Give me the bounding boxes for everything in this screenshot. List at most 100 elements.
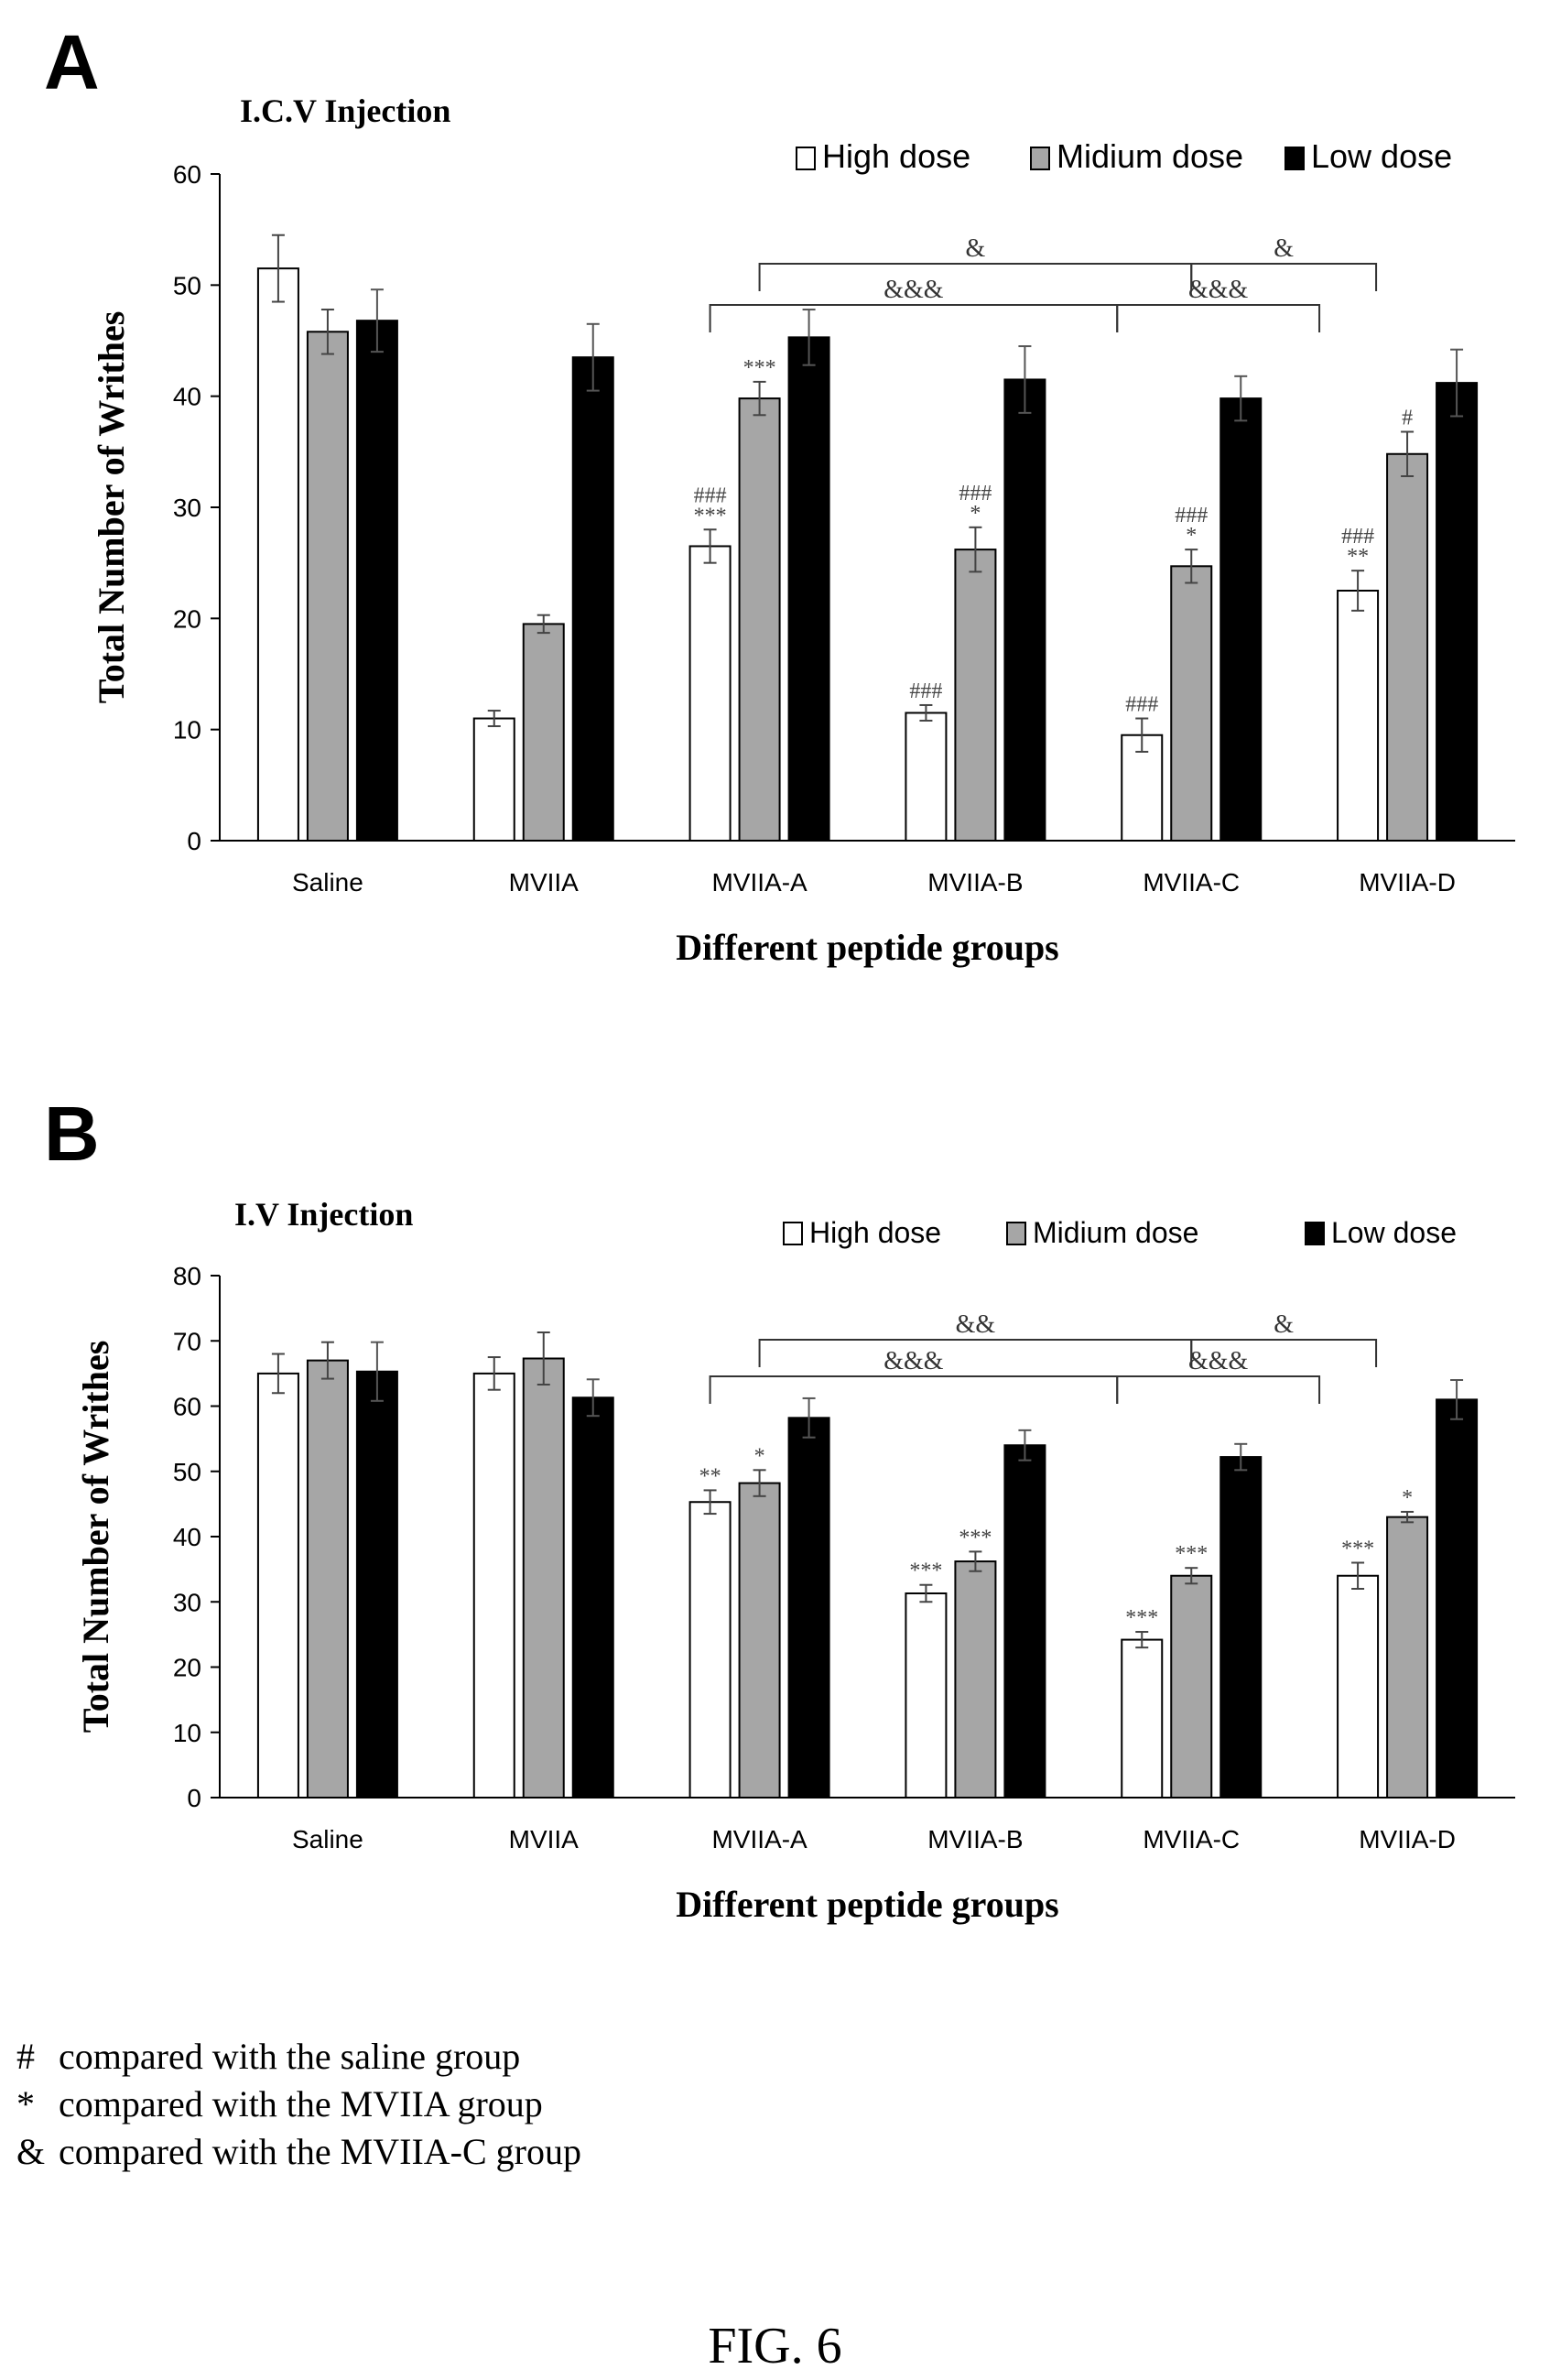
bracket-label: &&& bbox=[883, 276, 944, 304]
bracket-label: & bbox=[1274, 234, 1294, 263]
significance-label: ** bbox=[1347, 545, 1369, 569]
bracket-label: & bbox=[1274, 1310, 1294, 1339]
bar-1-5 bbox=[1386, 1516, 1429, 1799]
bar-1-0 bbox=[306, 331, 349, 842]
y-tick-label: 40 bbox=[173, 383, 201, 411]
bar-2-3 bbox=[1003, 378, 1046, 842]
x-axis-label: Different peptide groups bbox=[676, 927, 1059, 968]
legend-swatch bbox=[1305, 1222, 1325, 1245]
y-axis-label: Total Number of Writhes bbox=[91, 311, 132, 704]
bar-1-5 bbox=[1386, 452, 1429, 842]
significance-label: ### bbox=[959, 482, 992, 505]
legend-swatch bbox=[783, 1222, 803, 1245]
significance-label: # bbox=[1402, 406, 1413, 429]
y-tick-label: 70 bbox=[173, 1327, 201, 1355]
bar-0-3 bbox=[905, 1592, 948, 1799]
significance-label: *** bbox=[909, 1559, 942, 1583]
bar-0-0 bbox=[256, 267, 299, 842]
significance-label: *** bbox=[959, 1526, 992, 1549]
significance-label: *** bbox=[694, 504, 727, 527]
significance-label: ** bbox=[699, 1464, 721, 1488]
bar-2-3 bbox=[1003, 1444, 1046, 1799]
y-tick-label: 10 bbox=[173, 1719, 201, 1747]
significance-label: *** bbox=[743, 356, 776, 380]
footnote-saline: # compared with the saline group bbox=[16, 2036, 521, 2077]
bracket-label: &&& bbox=[1188, 1347, 1249, 1375]
significance-label: ### bbox=[909, 679, 942, 703]
significance-label: * bbox=[1186, 524, 1197, 548]
bar-0-2 bbox=[688, 545, 732, 842]
bar-0-1 bbox=[472, 717, 515, 842]
x-tick-label: MVIIA-C bbox=[1143, 1825, 1240, 1853]
bar-2-2 bbox=[787, 1417, 830, 1799]
significance-label: * bbox=[754, 1444, 765, 1468]
significance-bracket bbox=[709, 1375, 1119, 1404]
legend-swatch bbox=[796, 147, 816, 170]
bar-1-4 bbox=[1170, 565, 1213, 842]
bar-1-3 bbox=[954, 549, 997, 842]
legend-label: High dose bbox=[822, 137, 970, 175]
bar-0-4 bbox=[1121, 734, 1164, 842]
bar-0-3 bbox=[905, 712, 948, 842]
significance-label: *** bbox=[1341, 1538, 1374, 1561]
significance-bracket bbox=[1190, 1339, 1378, 1367]
significance-label: ### bbox=[1341, 525, 1374, 549]
y-tick-label: 50 bbox=[173, 1458, 201, 1486]
y-tick-label: 80 bbox=[173, 1262, 201, 1290]
x-axis-label: Different peptide groups bbox=[676, 1884, 1059, 1925]
significance-label: ### bbox=[1175, 504, 1208, 527]
x-tick-label: MVIIA-D bbox=[1359, 1825, 1456, 1853]
bar-1-3 bbox=[954, 1560, 997, 1799]
significance-bracket bbox=[1116, 304, 1321, 332]
y-tick-label: 60 bbox=[173, 1393, 201, 1421]
significance-bracket bbox=[1116, 1375, 1321, 1404]
bar-1-1 bbox=[522, 1357, 565, 1799]
chart-title: I.C.V Injection bbox=[240, 92, 450, 129]
chart-title: I.V Injection bbox=[234, 1196, 413, 1233]
legend-label: Midium dose bbox=[1033, 1216, 1198, 1249]
x-tick-label: MVIIA-C bbox=[1143, 868, 1240, 897]
significance-label: * bbox=[970, 502, 981, 526]
bracket-label: &&& bbox=[1188, 276, 1249, 304]
legend-label: Low dose bbox=[1311, 137, 1452, 175]
figure-label: FIG. 6 bbox=[708, 2318, 842, 2375]
bar-0-4 bbox=[1121, 1638, 1164, 1799]
x-tick-label: Saline bbox=[292, 868, 363, 897]
bar-2-5 bbox=[1436, 1398, 1479, 1799]
panel-letter-b: B bbox=[44, 1091, 100, 1177]
bar-2-5 bbox=[1436, 382, 1479, 842]
legend-swatch bbox=[1006, 1222, 1026, 1245]
x-tick-label: MVIIA-A bbox=[711, 868, 808, 897]
y-tick-label: 0 bbox=[187, 1784, 201, 1812]
significance-label: ### bbox=[1125, 693, 1158, 717]
y-tick-label: 40 bbox=[173, 1523, 201, 1551]
bar-0-2 bbox=[688, 1501, 732, 1799]
bar-1-2 bbox=[738, 397, 781, 842]
y-tick-label: 20 bbox=[173, 1654, 201, 1682]
bar-2-4 bbox=[1219, 397, 1263, 842]
bar-2-1 bbox=[571, 356, 614, 842]
legend-label: Midium dose bbox=[1057, 137, 1243, 175]
y-tick-label: 50 bbox=[173, 271, 201, 299]
significance-bracket bbox=[709, 304, 1119, 332]
legend-label: High dose bbox=[809, 1216, 941, 1249]
x-tick-label: MVIIA-B bbox=[927, 868, 1023, 897]
legend-swatch bbox=[1284, 147, 1305, 170]
panel-letter-a: A bbox=[44, 19, 100, 105]
bar-2-0 bbox=[355, 1370, 398, 1799]
y-tick-label: 20 bbox=[173, 604, 201, 633]
bracket-label: &&& bbox=[883, 1347, 944, 1375]
y-tick-label: 30 bbox=[173, 494, 201, 522]
x-tick-label: MVIIA-A bbox=[711, 1825, 808, 1853]
bar-0-5 bbox=[1337, 1574, 1380, 1799]
footnotes: # compared with the saline group * compare… bbox=[16, 2033, 581, 2176]
chart-b: I.V Injection Total Number of Writhes 0 10 2… bbox=[75, 1196, 1515, 1925]
bar-1-4 bbox=[1170, 1574, 1213, 1799]
x-tick-label: MVIIA-B bbox=[927, 1825, 1023, 1853]
bar-2-2 bbox=[787, 336, 830, 842]
footnote-mviia-c: & compared with the MVIIA-C group bbox=[16, 2131, 581, 2172]
footnote-mviia: * compared with the MVIIA group bbox=[16, 2083, 543, 2125]
bar-2-0 bbox=[355, 320, 398, 842]
bracket-label: && bbox=[956, 1310, 996, 1339]
y-tick-label: 30 bbox=[173, 1588, 201, 1616]
